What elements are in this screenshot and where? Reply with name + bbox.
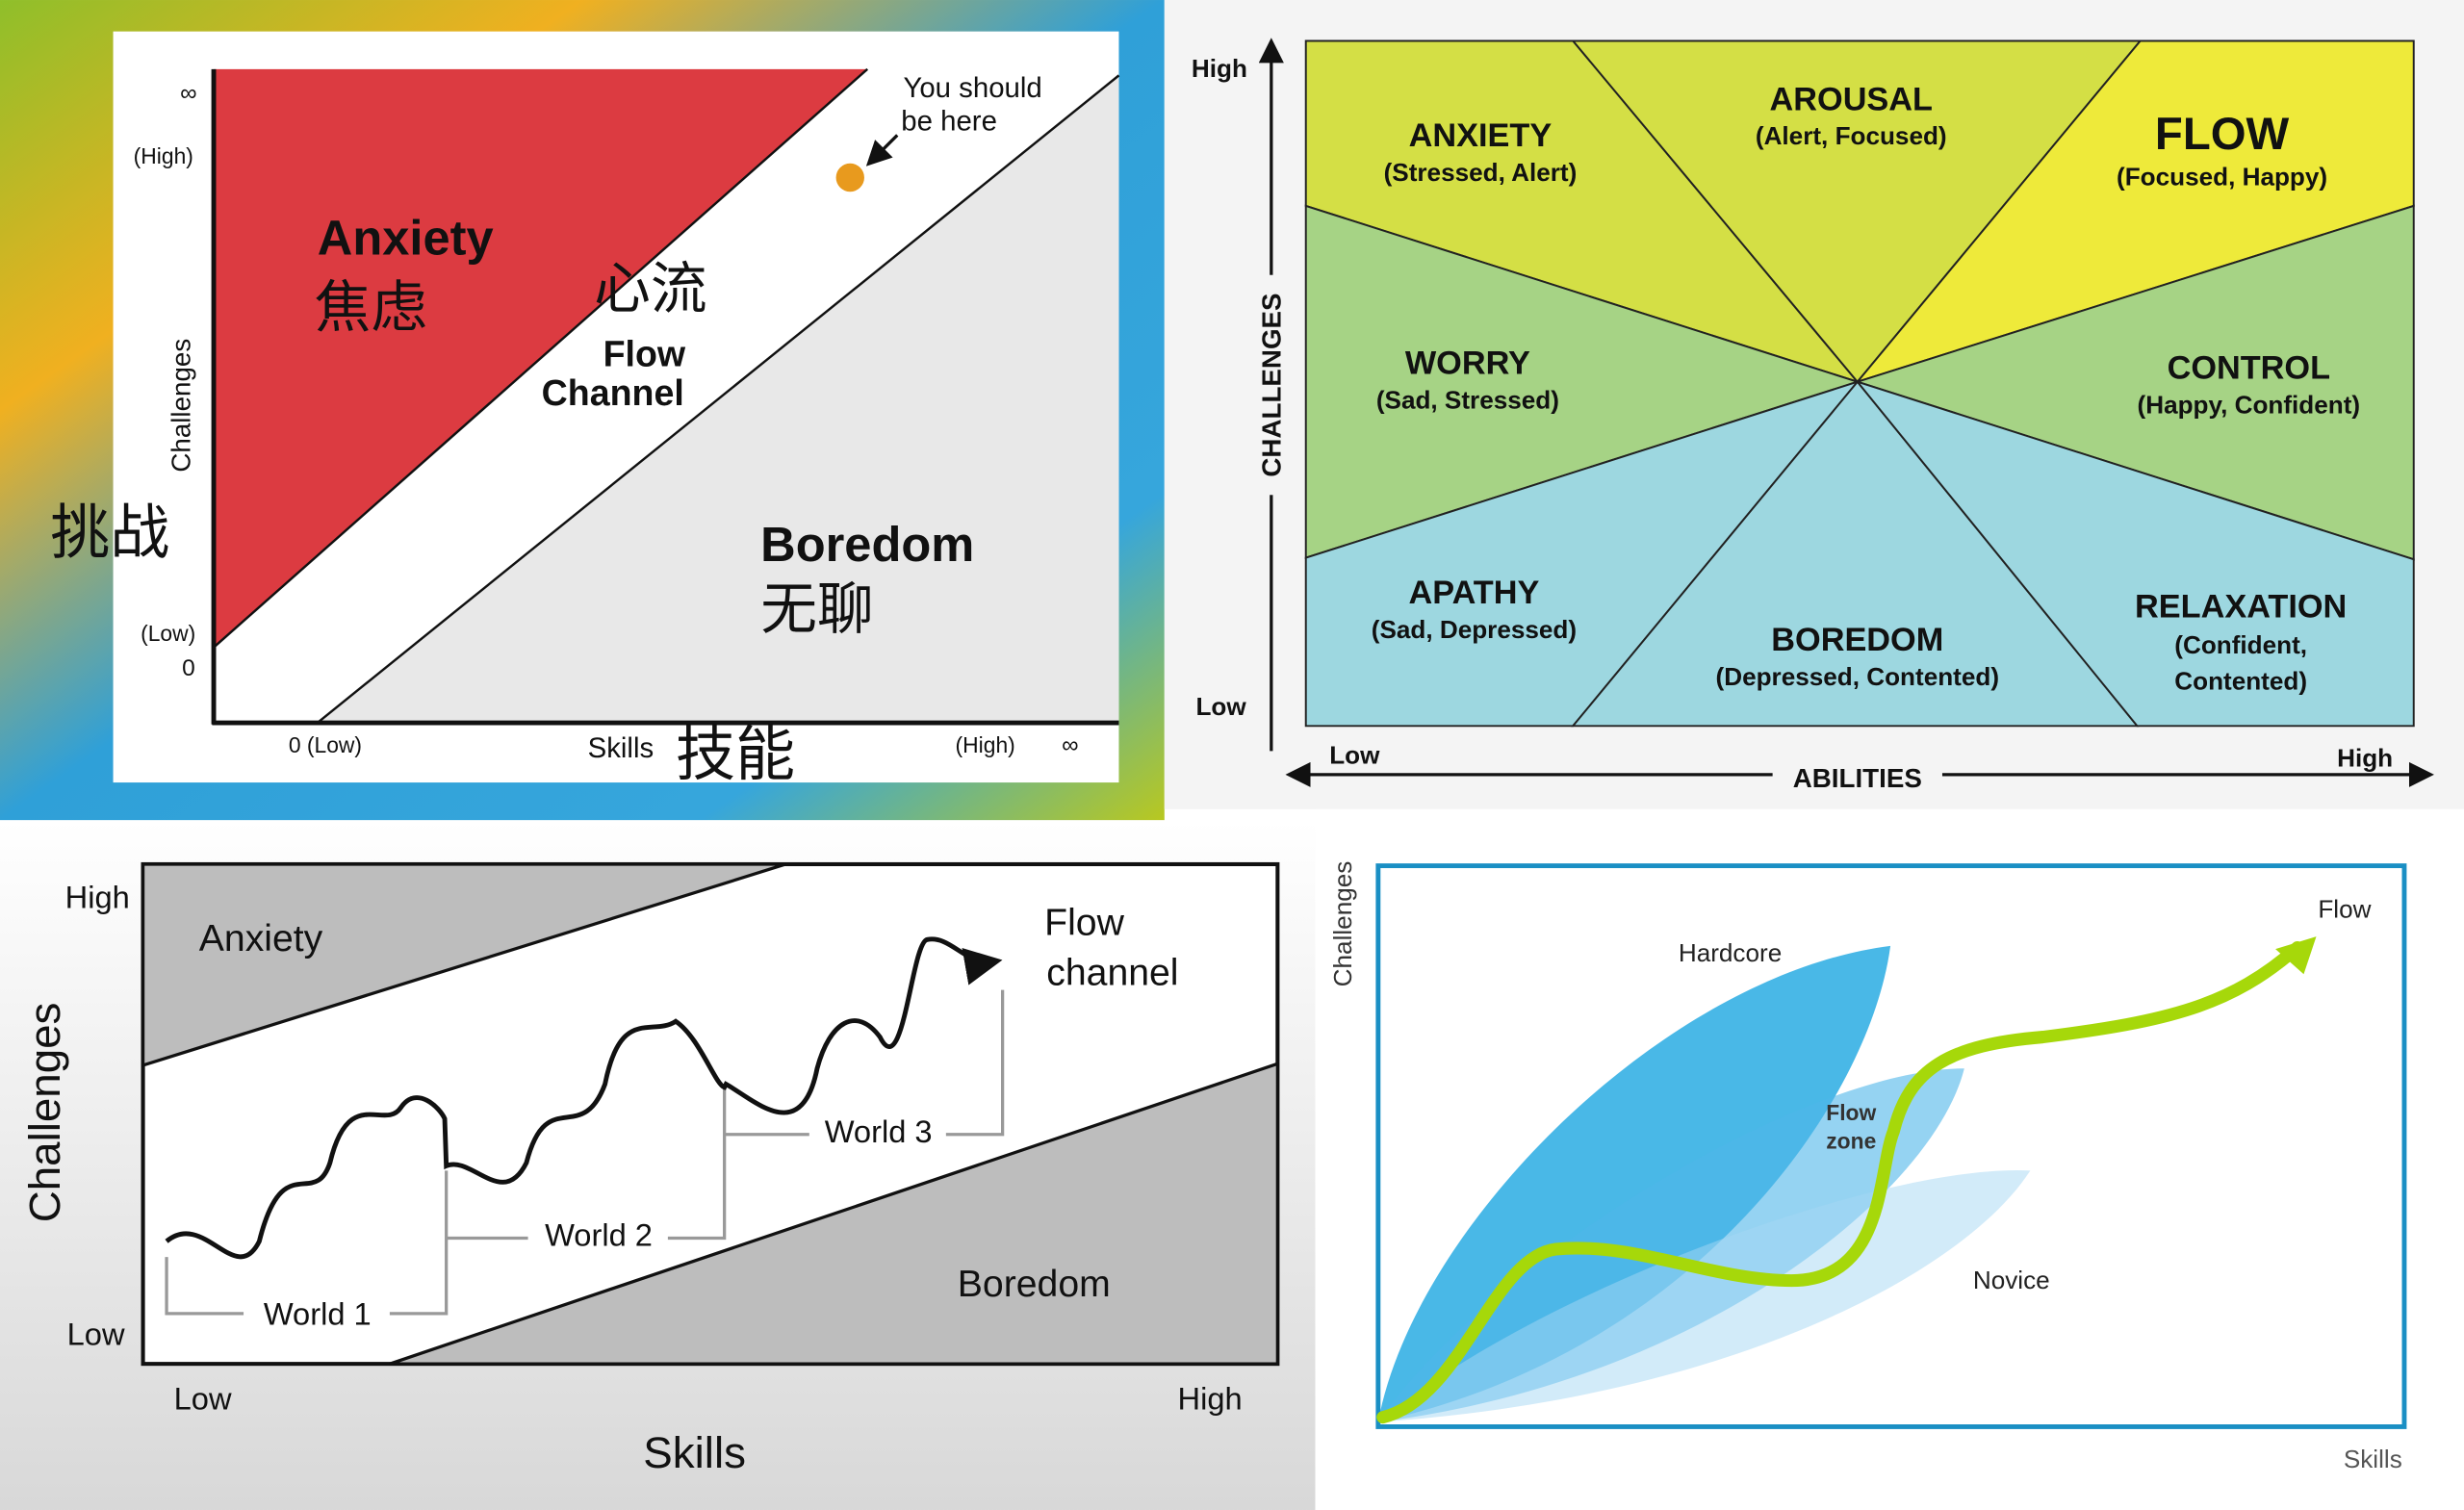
zone-desc: (Happy, Confident): [2138, 390, 2361, 419]
zone-desc: (Sad, Depressed): [1372, 615, 1577, 644]
panel-eight-channel-model: High Low CHALLENGES Low High ABILITIES A…: [1164, 0, 2464, 809]
boredom-region: [389, 1062, 1279, 1366]
channel-lower-line: [317, 74, 1120, 724]
flow-label: Flow: [2318, 894, 2371, 923]
flow-channel-label-1: Flow: [1044, 902, 1124, 943]
zone-label: RELAXATION: [2135, 589, 2347, 626]
hardcore-label: Hardcore: [1679, 938, 1782, 967]
y-high: High: [1192, 54, 1247, 83]
x-axis-label: ABILITIES: [1793, 763, 1922, 793]
y-axis-label: Challenges: [1328, 861, 1357, 987]
label-backdrop: [1252, 274, 1291, 496]
progress-squiggle: [165, 936, 1003, 1260]
zone-desc: (Focused, Happy): [2117, 163, 2327, 192]
world-label: World 2: [545, 1217, 653, 1253]
novice-label: Novice: [1973, 1266, 2050, 1294]
anxiety-label: Anxiety: [318, 211, 494, 266]
x-low: Low: [174, 1381, 232, 1417]
y-zero: 0: [182, 655, 195, 681]
x-infinity: ∞: [1062, 732, 1078, 758]
x-low: 0 (Low): [289, 732, 362, 757]
channel-upper-line: [213, 67, 869, 649]
zone-label: BOREDOM: [1771, 622, 1943, 658]
flow-arrowhead-icon: [2275, 936, 2317, 975]
panel-game-worlds: High Low Challenges Low High Skills Anxi…: [0, 820, 1316, 1510]
anxiety-label: Anxiety: [199, 918, 323, 960]
anxiety-region: [141, 862, 786, 1068]
zone-label: CONTROL: [2168, 349, 2330, 386]
flow-label-cn: 心流: [594, 255, 707, 321]
x-axis-label: Skills: [588, 732, 654, 764]
y-axis-label: Challenges: [20, 1003, 69, 1223]
y-high: High: [65, 880, 130, 915]
zone-desc: (Depressed, Contented): [1716, 662, 1999, 691]
flow-channel-label-2: channel: [1046, 953, 1178, 994]
x-axis-label: Skills: [2344, 1445, 2402, 1473]
zone-label: FLOW: [2155, 109, 2290, 160]
panel-player-flow-zone: Challenges Skills Hardcore Flow zone Nov…: [1315, 808, 2464, 1510]
zone-relaxation: [1854, 379, 2415, 728]
y-high: (High): [134, 143, 193, 168]
zone-label: ANXIETY: [1409, 117, 1553, 154]
flow-zone-label-1: Flow: [1826, 1100, 1876, 1125]
x-high: High: [2337, 744, 2393, 773]
y-axis-label-cn: 挑战: [50, 498, 169, 568]
note-line-2: be here: [901, 106, 997, 138]
zone-desc: (Sad, Stressed): [1376, 385, 1559, 414]
x-axis-label: Skills: [643, 1428, 746, 1477]
world-brackets: [165, 989, 1005, 1316]
y-axis-label: CHALLENGES: [1257, 293, 1287, 476]
you-are-here-dot: [835, 163, 864, 192]
boredom-label: Boredom: [958, 1264, 1111, 1305]
boredom-label: Boredom: [760, 517, 974, 572]
zone-label: WORRY: [1405, 346, 1530, 382]
zone-desc: Contented): [2174, 667, 2307, 696]
y-low: Low: [1195, 692, 1246, 721]
zone-desc: (Stressed, Alert): [1384, 158, 1578, 187]
flow-path-curve: [1376, 940, 2304, 1424]
y-low: (Low): [141, 621, 195, 646]
zone-label: APATHY: [1409, 575, 1540, 611]
flow-channel-label-2: Channel: [542, 372, 684, 413]
panel-flow-channel-cn: ∞ (High) Challenges 挑战 (Low) 0 Anxiety 焦…: [0, 0, 1165, 821]
zone-desc: (Alert, Focused): [1756, 121, 1947, 150]
x-low: Low: [1329, 740, 1380, 769]
note-line-1: You should: [903, 72, 1041, 104]
arrow-icon: [865, 134, 899, 166]
x-high: (High): [956, 732, 1015, 757]
zone-desc: (Confident,: [2174, 630, 2307, 659]
y-infinity: ∞: [180, 80, 196, 106]
flow-zone-label-2: zone: [1826, 1128, 1876, 1153]
world-label: World 1: [264, 1295, 372, 1331]
y-axis-label: Challenges: [167, 339, 196, 473]
x-high: High: [1178, 1381, 1243, 1417]
plot-frame: [1375, 863, 2407, 1429]
boredom-label-cn: 无聊: [760, 576, 874, 642]
world-label: World 3: [825, 1113, 933, 1149]
x-axis-label-cn: 技能: [676, 719, 795, 789]
label-backdrop: [1772, 756, 1942, 792]
y-low: Low: [67, 1317, 125, 1352]
anxiety-label-cn: 焦虑: [315, 274, 428, 341]
flow-channel-label-1: Flow: [603, 333, 686, 373]
zone-label: AROUSAL: [1770, 81, 1933, 117]
